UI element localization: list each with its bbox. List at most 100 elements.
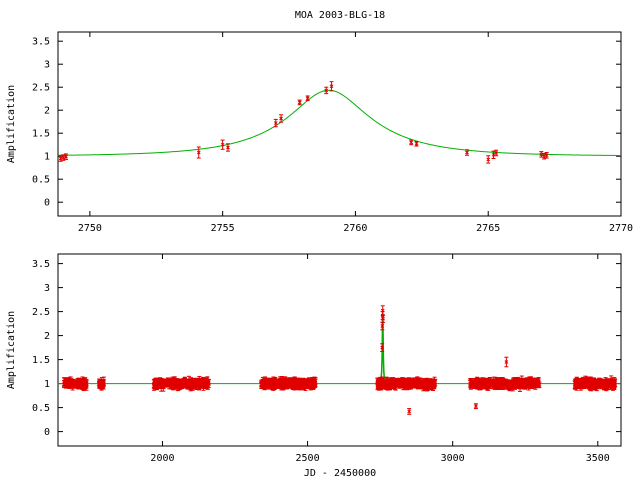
data-point [165,378,170,388]
y-tick-label: 0 [44,198,50,209]
y-tick-label: 3 [44,283,50,294]
data-point [414,140,419,147]
data-point [259,380,264,389]
data-point [324,86,329,95]
x-tick-label: 2750 [78,223,102,234]
y-tick-label: 1.5 [32,355,50,366]
data-point [220,139,225,150]
data-point [491,150,496,159]
data-point [73,379,78,387]
y-tick-label: 1 [44,152,50,163]
y-tick-label: 0.5 [32,403,50,414]
data-point [409,139,414,146]
chart-title: MOA 2003-BLG-18 [295,10,385,21]
data-point [158,379,163,388]
y-tick-label: 0.5 [32,175,50,186]
x-tick-label: 2770 [609,223,633,234]
y-tick-label: 1 [44,379,50,390]
data-point [305,95,310,102]
data-point [155,378,160,388]
data-point [152,378,157,388]
data-point [297,379,302,385]
bottom-panel: 0 0.5 1 1.5 2 2.5 3 3.5 2000 2500 3000 3500 Amplific… [6,253,622,464]
data-point [400,381,405,387]
data-point [329,81,334,92]
x-tick-label: 2765 [476,223,500,234]
data-point [70,379,75,386]
data-point [473,403,478,410]
data-point [197,380,202,390]
data-point [177,379,182,386]
x-tick-label: 3000 [441,453,465,464]
data-point [58,155,63,162]
data-point [544,152,549,159]
y-tick-label: 2 [44,331,50,342]
data-point [419,379,424,387]
data-point [170,380,175,388]
data-point [397,380,402,387]
data-point [63,381,68,389]
data-point [504,381,509,387]
data-point [97,380,102,389]
data-point [225,143,230,152]
data-point [61,154,66,161]
data-point [286,381,291,388]
data-point [201,381,206,389]
data-point [430,382,435,390]
data-point [494,149,499,157]
data-point [385,381,390,388]
data-point [279,114,284,123]
data-point [293,381,298,391]
plot-area [58,305,621,415]
y-axis-label: Amplification [6,85,17,163]
plot-area [58,81,621,164]
data-point [63,153,68,160]
data-point [297,99,302,106]
x-tick-label: 2000 [150,453,174,464]
data-point [407,408,412,415]
data-point [301,377,306,383]
y-tick-label: 3.5 [32,259,50,270]
data-point [79,381,84,389]
data-point [464,149,469,156]
x-tick-label: 2755 [211,223,235,234]
data-point [415,379,420,388]
y-tick-label: 2.5 [32,83,50,94]
data-point [423,381,428,391]
data-point [205,378,210,385]
data-point [486,155,491,164]
data-point [101,383,106,390]
data-point [541,152,546,160]
y-tick-label: 1.5 [32,129,50,140]
data-point [477,378,482,387]
y-tick-label: 2 [44,106,50,117]
data-point [281,379,286,389]
y-tick-label: 3.5 [32,37,50,48]
data-point [270,378,275,385]
data-point [427,380,432,389]
data-point [504,356,509,368]
x-tick-label: 2760 [343,223,367,234]
data-point [185,382,190,389]
data-point [190,377,195,388]
data-point [468,379,473,387]
data-point [306,379,311,386]
data-point [390,378,395,387]
plot-frame [57,31,622,217]
data-point [196,146,201,159]
data-point [409,379,414,386]
data-point [278,376,283,386]
y-tick-label: 0 [44,427,50,438]
data-point [539,151,544,158]
y-tick-label: 2.5 [32,307,50,318]
data-point [375,381,380,391]
model-curve [58,317,621,385]
data-point [272,381,277,391]
x-tick-label: 3500 [586,453,610,464]
data-point [311,379,316,387]
x-tick-label: 2500 [296,453,320,464]
data-point [266,382,271,388]
data-point [193,380,198,389]
y-axis-label: Amplification [6,311,17,389]
